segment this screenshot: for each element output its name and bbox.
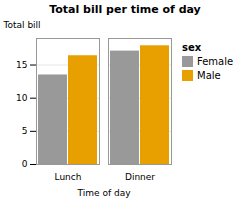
svg-text:Time of day: Time of day [77, 188, 132, 198]
html-text:Female: Female [197, 56, 234, 67]
svg-text:15: 15 [16, 60, 27, 70]
svg-text:10: 10 [16, 93, 28, 103]
html-text:Male: Male [197, 70, 221, 81]
svg-text:Lunch: Lunch [55, 172, 82, 182]
svg-text:0: 0 [22, 159, 28, 169]
svg-text:5: 5 [22, 126, 28, 136]
html-text:Total bill per time of day: Total bill per time of day [49, 3, 201, 16]
svg-text:Total bill: Total bill [3, 20, 41, 30]
html-text:sex: sex [182, 42, 202, 53]
svg-text:Dinner: Dinner [125, 172, 155, 182]
